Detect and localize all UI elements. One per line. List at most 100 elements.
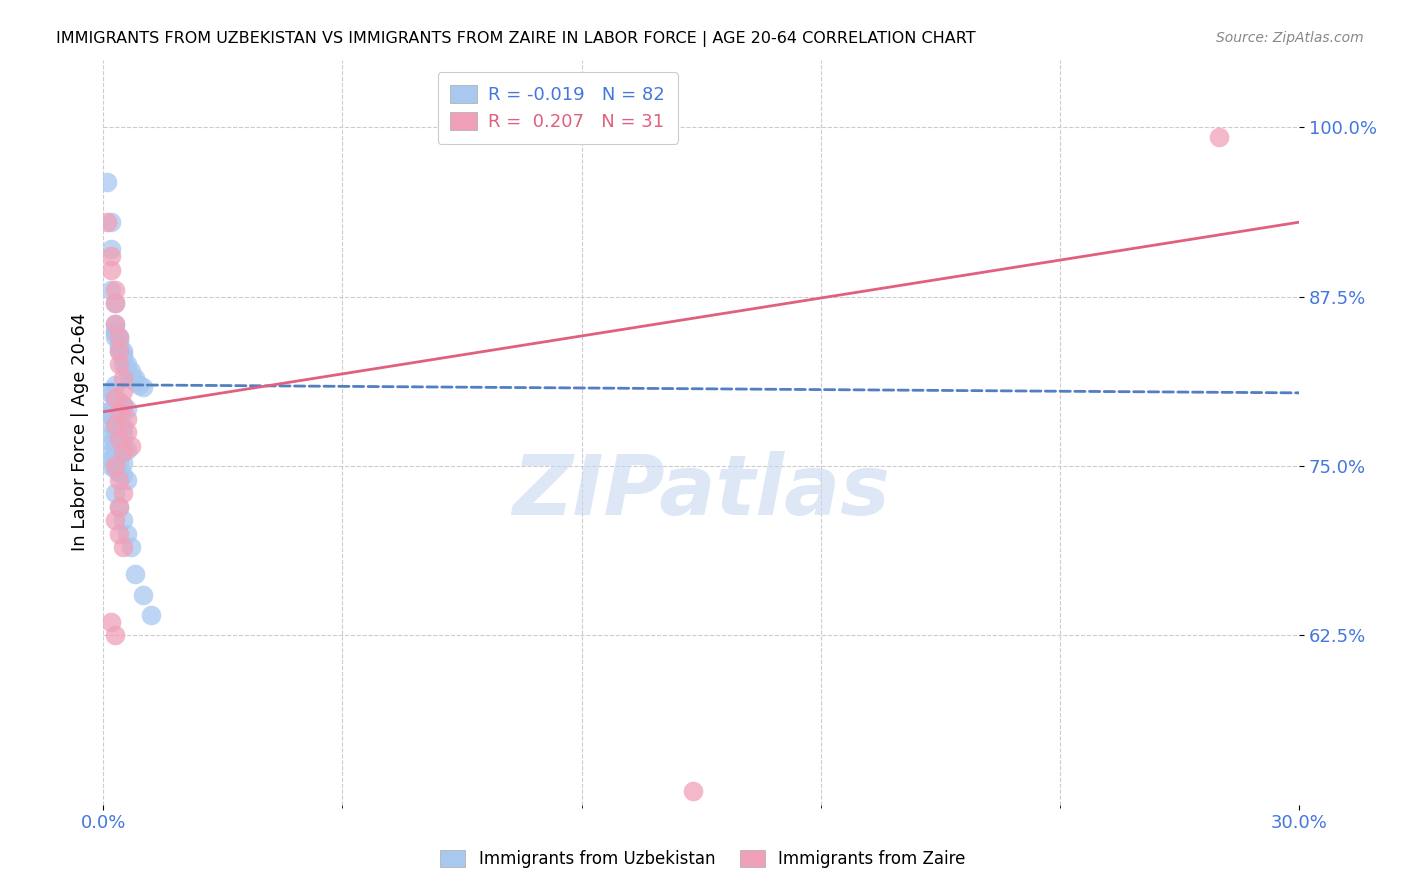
Legend: R = -0.019   N = 82, R =  0.207   N = 31: R = -0.019 N = 82, R = 0.207 N = 31 (437, 72, 678, 144)
Point (100, 408, 122, 422)
Point (104, 421, 127, 435)
Point (128, 377, 150, 392)
Point (120, 371, 142, 385)
Point (124, 567, 146, 582)
Point (104, 317, 127, 331)
Point (112, 384, 135, 399)
Point (104, 324, 127, 338)
Point (108, 330, 131, 344)
Point (104, 418, 127, 433)
Point (108, 526, 131, 541)
Point (100, 215, 122, 229)
Point (108, 405, 131, 419)
Point (104, 330, 127, 344)
Point (104, 283, 127, 297)
Point (104, 445, 127, 459)
Point (112, 425, 135, 439)
Point (108, 416, 131, 430)
Point (100, 445, 122, 459)
Point (108, 394, 131, 409)
Y-axis label: In Labor Force | Age 20-64: In Labor Force | Age 20-64 (72, 313, 89, 551)
Point (100, 452, 122, 467)
Point (115, 411, 138, 425)
Point (104, 391, 127, 405)
Point (104, 317, 127, 331)
Point (104, 326, 127, 341)
Point (108, 500, 131, 514)
Point (104, 391, 127, 405)
Point (112, 432, 135, 446)
Point (112, 445, 135, 459)
Point (120, 364, 142, 378)
Point (132, 588, 155, 602)
Point (108, 500, 131, 514)
Point (108, 343, 131, 358)
Point (115, 442, 138, 457)
Point (96, 405, 118, 419)
Point (112, 418, 135, 433)
Point (100, 409, 122, 423)
Point (108, 455, 131, 469)
Point (112, 351, 135, 365)
Point (108, 414, 131, 428)
Point (100, 242, 122, 256)
Point (108, 340, 131, 354)
Point (100, 387, 122, 401)
Point (112, 346, 135, 360)
Point (108, 333, 131, 347)
Point (108, 425, 131, 439)
Point (108, 466, 131, 480)
Point (104, 377, 127, 392)
Point (124, 375, 146, 389)
Point (112, 398, 135, 412)
Text: ZIPatlas: ZIPatlas (512, 451, 890, 533)
Point (108, 398, 131, 412)
Point (100, 249, 122, 263)
Point (104, 296, 127, 310)
Point (100, 418, 122, 433)
Point (112, 468, 135, 483)
Point (108, 337, 131, 351)
Point (112, 401, 135, 415)
Legend: Immigrants from Uzbekistan, Immigrants from Zaire: Immigrants from Uzbekistan, Immigrants f… (433, 843, 973, 875)
Point (104, 422, 127, 436)
Point (112, 398, 135, 412)
Point (100, 384, 122, 399)
Point (100, 615, 122, 629)
Point (124, 371, 146, 385)
Point (115, 425, 138, 439)
Point (104, 461, 127, 475)
Point (112, 513, 135, 527)
Point (132, 380, 155, 394)
Point (120, 541, 142, 555)
Point (108, 330, 131, 344)
Point (115, 402, 138, 417)
Point (115, 361, 138, 376)
Point (104, 411, 127, 425)
Point (115, 473, 138, 487)
Point (112, 371, 135, 385)
Point (108, 473, 131, 487)
Point (108, 432, 131, 446)
Point (104, 486, 127, 500)
Point (96, 174, 118, 188)
Point (104, 458, 127, 473)
Point (96, 405, 118, 419)
Point (100, 458, 122, 473)
Point (108, 358, 131, 372)
Point (104, 391, 127, 405)
Point (104, 452, 127, 467)
Point (115, 364, 138, 378)
Point (100, 427, 122, 442)
Text: IMMIGRANTS FROM UZBEKISTAN VS IMMIGRANTS FROM ZAIRE IN LABOR FORCE | AGE 20-64 C: IMMIGRANTS FROM UZBEKISTAN VS IMMIGRANTS… (56, 31, 976, 47)
Point (104, 628, 127, 642)
Point (112, 343, 135, 358)
Point (108, 343, 131, 358)
Point (139, 607, 162, 622)
Point (120, 439, 142, 453)
Text: Source: ZipAtlas.com: Source: ZipAtlas.com (1216, 31, 1364, 45)
Point (100, 434, 122, 449)
Point (100, 262, 122, 277)
Point (108, 448, 131, 462)
Point (682, 784, 704, 798)
